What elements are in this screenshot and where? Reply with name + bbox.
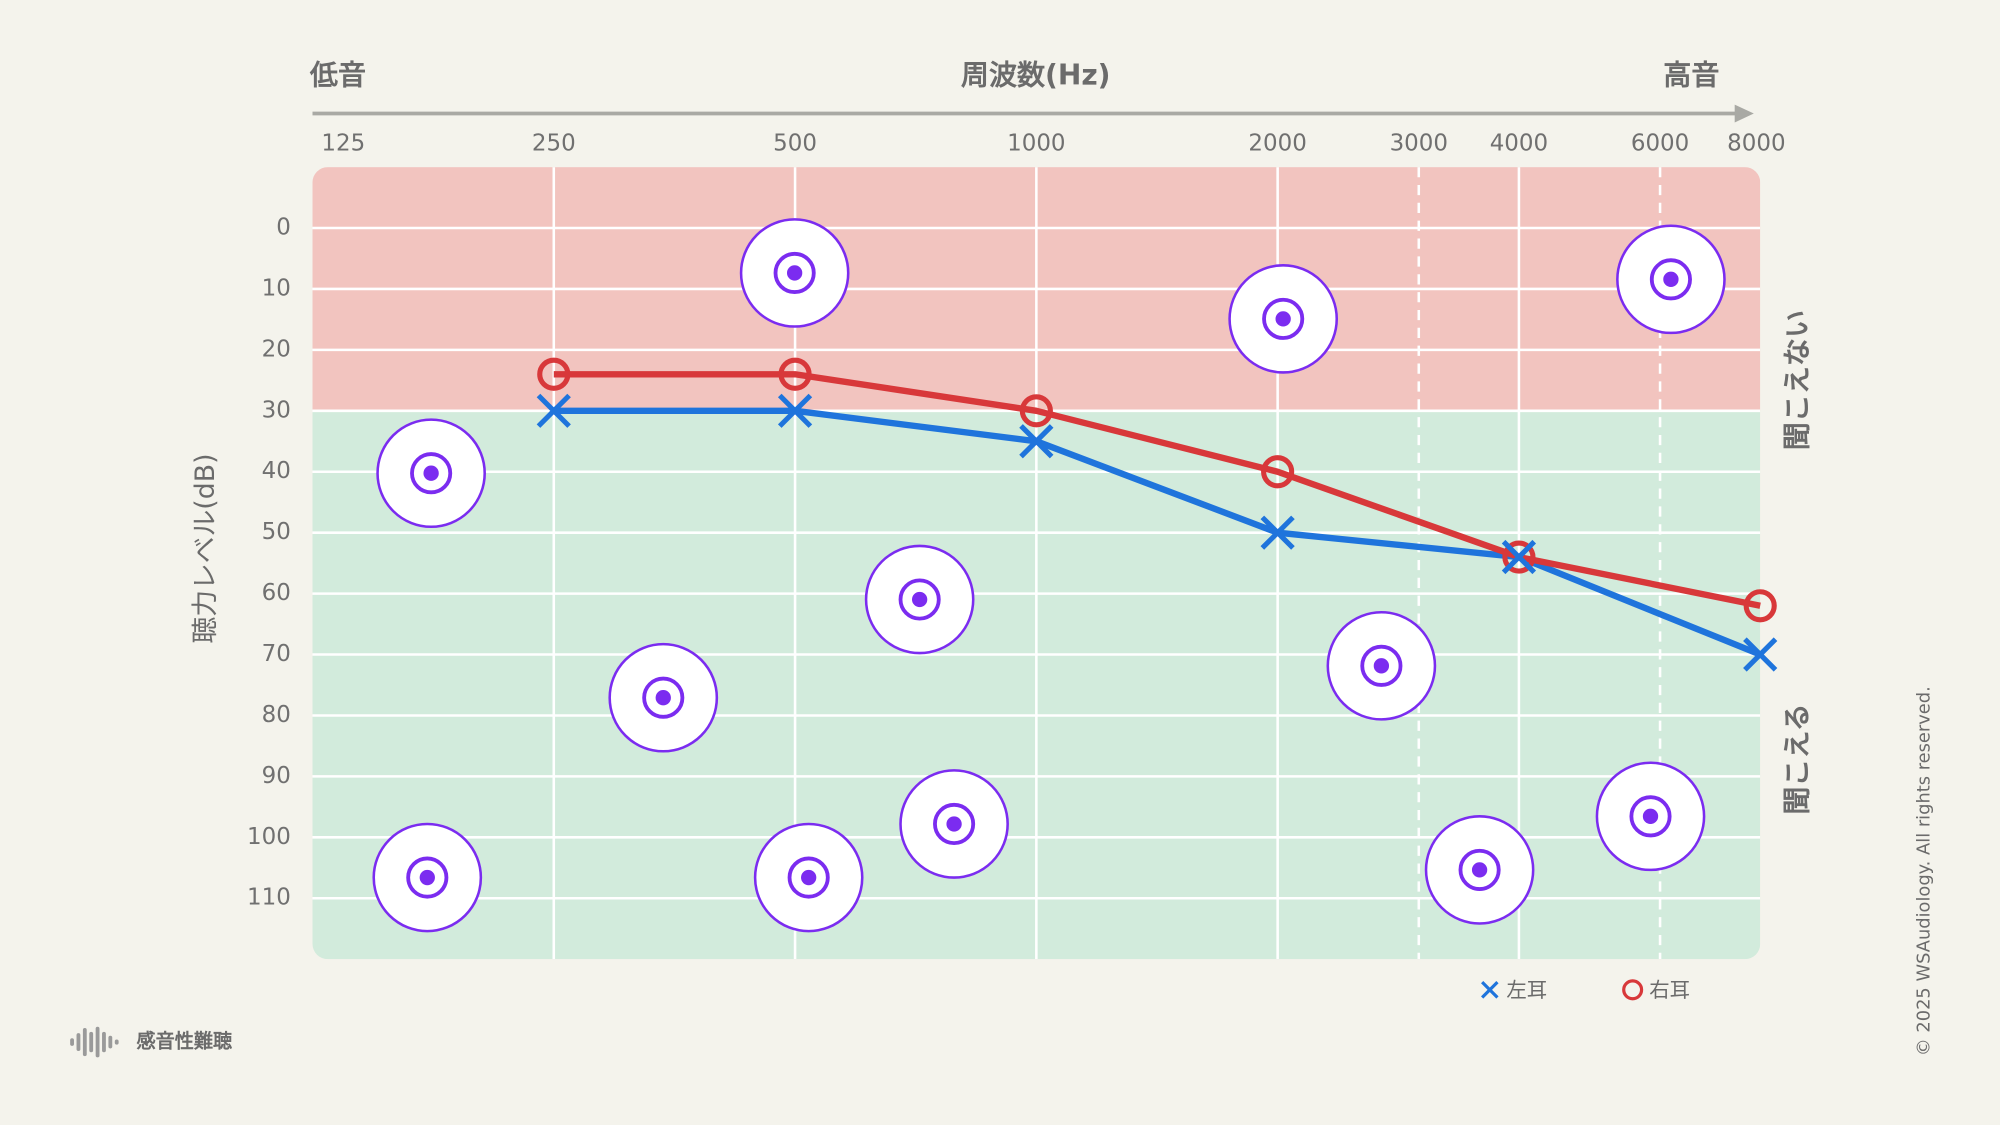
- y-tick-label: 20: [262, 336, 291, 362]
- zone-label: 聞こえる: [1780, 703, 1813, 814]
- sound-icon-dot: [655, 690, 671, 706]
- x-axis-title: 周波数(Hz): [961, 59, 1111, 92]
- sound-icon-dot: [419, 869, 435, 886]
- sound-icon-dot: [1642, 808, 1659, 824]
- zone-label: 聞こえない: [1780, 310, 1813, 450]
- series-line: [553, 407, 1762, 658]
- sound-icon-dot: [1373, 658, 1390, 674]
- y-tick-label: 0: [276, 215, 291, 241]
- marker-o: [1261, 455, 1295, 489]
- marker-x-stroke: [1743, 637, 1778, 672]
- legend-marker: [1481, 981, 1499, 999]
- sound-icons: [372, 218, 1726, 933]
- sound-icon-glyph: [898, 578, 941, 621]
- sound-icon-dot: [801, 869, 817, 886]
- legend-label: 右耳: [1649, 978, 1690, 1002]
- y-tick-label: 50: [262, 519, 291, 545]
- y-tick-label: 60: [262, 580, 291, 606]
- y-tick-label: 70: [262, 641, 291, 667]
- sound-icon-glyph: [1458, 848, 1501, 891]
- marker-x-stroke: [1019, 424, 1054, 459]
- y-tick-label: 90: [262, 763, 291, 789]
- legend-o: [1622, 979, 1644, 1001]
- sound-icon-dot: [423, 465, 439, 481]
- x-tick-label: 500: [773, 131, 817, 157]
- x-tick-label: 1000: [1007, 131, 1065, 157]
- y-tick-label: 100: [247, 824, 291, 850]
- x-tick-label: 3000: [1390, 131, 1448, 157]
- plot-area: [312, 167, 1761, 960]
- y-tick-label: 40: [262, 458, 291, 484]
- x-tick-label: 125: [321, 131, 365, 157]
- footer-label: 感音性難聴: [136, 1030, 232, 1053]
- arrow-head: [1734, 104, 1754, 123]
- legend-x: [1481, 981, 1499, 999]
- marker-x-stroke: [1260, 515, 1295, 550]
- sound-icon-glyph: [410, 452, 453, 495]
- y-axis-title: 聴力レベル(dB): [190, 453, 221, 643]
- x-tick-label: 8000: [1727, 131, 1785, 157]
- sound-icon-glyph: [1360, 644, 1403, 687]
- sound-icon-dot: [911, 591, 928, 608]
- legend-marker: [1622, 979, 1644, 1001]
- x-tick-label: 250: [532, 131, 576, 157]
- marker-o: [1019, 394, 1053, 428]
- legend-label: 左耳: [1506, 978, 1547, 1002]
- marker-x: [1260, 515, 1295, 550]
- marker-o: [1743, 589, 1777, 623]
- marker-x-stroke: [536, 393, 571, 428]
- marker-x: [777, 393, 813, 428]
- marker-x-stroke: [777, 393, 813, 428]
- sound-icon-dot: [1275, 311, 1291, 327]
- sound-icon-glyph: [406, 856, 449, 899]
- marker-x: [1743, 637, 1778, 672]
- sound-icon-dot: [786, 265, 803, 281]
- marker-o: [1502, 540, 1536, 574]
- sound-icon-glyph: [1649, 258, 1692, 301]
- marker-x: [1019, 424, 1054, 459]
- x-tick-label: 4000: [1490, 131, 1548, 157]
- sound-icon-glyph: [787, 856, 830, 899]
- y-tick-label: 30: [262, 397, 291, 423]
- sound-icon-glyph: [1262, 297, 1305, 340]
- sound-icon-glyph: [642, 676, 685, 719]
- sound-icon-glyph: [933, 802, 976, 846]
- copyright: © 2025 WSAudiology. All rights reserved.: [1914, 686, 1935, 1056]
- y-tick-label: 80: [262, 702, 291, 728]
- low-label: 低音: [309, 59, 366, 92]
- x-tick-label: 6000: [1631, 131, 1689, 157]
- marker-o: [778, 357, 812, 391]
- sound-icon-dot: [946, 816, 962, 832]
- footer-icon: [70, 1026, 119, 1058]
- sound-icon-dot: [1663, 271, 1679, 287]
- series-line: [553, 371, 1761, 609]
- sound-icon-glyph: [773, 251, 816, 295]
- x-tick-label: 2000: [1248, 131, 1306, 157]
- high-label: 高音: [1663, 59, 1719, 92]
- y-tick-label: 10: [262, 275, 291, 301]
- sound-icon-dot: [1471, 862, 1488, 878]
- marker-x: [536, 393, 571, 428]
- sound-icon-glyph: [1629, 795, 1672, 838]
- marker-o: [537, 357, 571, 391]
- marker-x-stroke: [1501, 539, 1537, 575]
- y-tick-label: 110: [247, 885, 291, 911]
- marker-x: [1501, 539, 1537, 575]
